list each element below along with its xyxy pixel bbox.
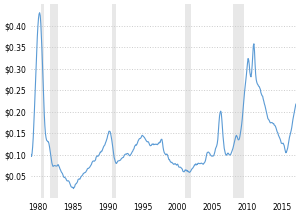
Bar (185, 4, 191, 198)
Bar (232, 4, 244, 198)
Bar (112, 4, 116, 198)
Bar (50, 4, 58, 198)
Bar (41, 4, 44, 198)
